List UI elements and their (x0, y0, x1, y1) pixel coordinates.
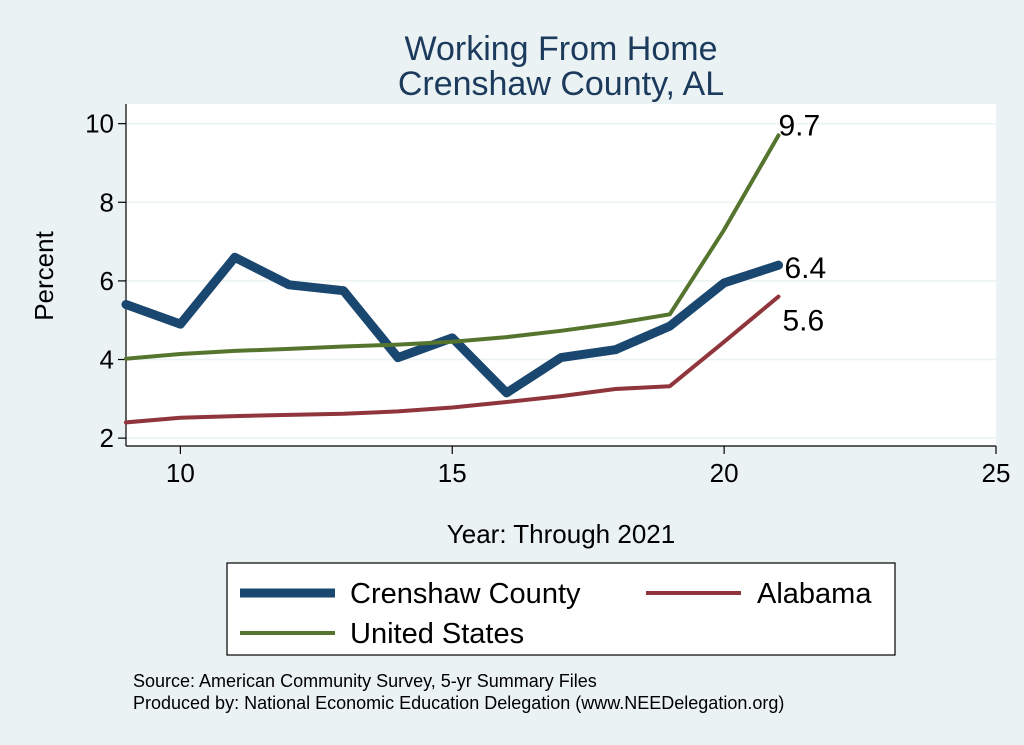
y-tick-label: 6 (100, 266, 114, 296)
x-tick-label: 15 (438, 458, 467, 488)
end-label-crenshaw-county: 6.4 (785, 252, 827, 285)
series-line-crenshaw-county (121, 252, 783, 398)
x-tick-label: 20 (710, 458, 739, 488)
legend (226, 562, 896, 656)
y-tick-label: 2 (100, 423, 114, 453)
series-line-alabama (124, 294, 781, 425)
producer-note: Produced by: National Economic Education… (133, 693, 784, 713)
chart-title-line-2: Crenshaw County, AL (398, 65, 724, 103)
end-label-alabama: 5.6 (783, 305, 825, 338)
end-labels: 6.4 5.6 9.7 (779, 109, 827, 337)
y-tick-label: 4 (100, 345, 114, 375)
legend-items: Crenshaw County Alabama United States (240, 578, 872, 650)
y-tick-label: 10 (85, 109, 114, 139)
series-lines (121, 133, 783, 425)
chart-title-line-1: Working From Home (405, 30, 718, 68)
series-line-united-states (124, 133, 781, 361)
legend-label: Alabama (757, 578, 872, 610)
x-tick-label: 10 (166, 458, 195, 488)
x-tick-label: 25 (982, 458, 1011, 488)
legend-label: United States (350, 618, 524, 650)
axes: 2 4 6 8 10 10 15 20 25 (85, 104, 1010, 488)
source-note: Source: American Community Survey, 5-yr … (133, 671, 597, 691)
end-label-united-states: 9.7 (779, 109, 821, 142)
x-axis-title: Year: Through 2021 (447, 519, 675, 549)
y-axis-title: Percent (29, 230, 59, 320)
y-tick-label: 8 (100, 187, 114, 217)
legend-label: Crenshaw County (350, 578, 581, 610)
